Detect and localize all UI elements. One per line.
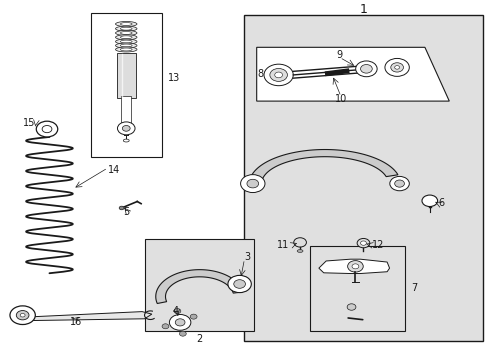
Text: 11: 11 [277, 239, 289, 249]
Circle shape [394, 180, 404, 187]
Circle shape [384, 58, 408, 76]
Ellipse shape [123, 139, 129, 142]
Ellipse shape [115, 31, 137, 36]
Polygon shape [27, 312, 152, 320]
Text: 14: 14 [108, 165, 120, 175]
Ellipse shape [115, 39, 137, 44]
Bar [244, 15, 483, 341]
Circle shape [246, 179, 258, 188]
Circle shape [169, 315, 190, 330]
Polygon shape [156, 270, 243, 303]
Circle shape [119, 206, 124, 210]
Ellipse shape [115, 22, 137, 27]
Ellipse shape [115, 47, 137, 52]
Circle shape [179, 331, 186, 336]
Circle shape [274, 72, 282, 78]
Circle shape [227, 275, 251, 293]
Text: 2: 2 [196, 333, 202, 343]
Text: 15: 15 [23, 118, 35, 128]
Circle shape [175, 319, 184, 326]
Circle shape [390, 63, 403, 72]
Ellipse shape [120, 36, 132, 39]
Text: 7: 7 [410, 283, 417, 293]
Circle shape [356, 238, 369, 248]
Circle shape [269, 68, 287, 81]
Circle shape [190, 314, 197, 319]
Ellipse shape [120, 40, 132, 43]
Text: 13: 13 [167, 73, 179, 83]
Circle shape [42, 126, 52, 133]
Text: 10: 10 [334, 94, 346, 104]
Circle shape [174, 309, 181, 314]
Text: 5: 5 [123, 207, 129, 217]
Circle shape [389, 176, 408, 191]
Circle shape [347, 261, 363, 272]
Ellipse shape [120, 23, 132, 26]
Ellipse shape [115, 35, 137, 40]
Text: 1: 1 [359, 3, 367, 16]
Bar [310, 246, 405, 330]
Text: 8: 8 [257, 69, 263, 79]
Circle shape [264, 64, 293, 86]
Ellipse shape [115, 26, 137, 31]
Circle shape [240, 175, 264, 193]
Ellipse shape [120, 32, 132, 35]
Text: 16: 16 [70, 317, 82, 327]
Circle shape [421, 195, 437, 207]
Circle shape [20, 314, 25, 317]
Ellipse shape [120, 48, 132, 51]
Ellipse shape [120, 27, 132, 30]
Polygon shape [318, 259, 389, 274]
Circle shape [122, 126, 130, 131]
Circle shape [293, 238, 306, 247]
Polygon shape [249, 149, 397, 181]
Circle shape [351, 264, 358, 269]
Text: 4: 4 [172, 306, 178, 315]
Circle shape [360, 241, 366, 245]
Text: 6: 6 [438, 198, 444, 208]
Text: 3: 3 [244, 252, 250, 262]
Ellipse shape [115, 43, 137, 48]
Bar [91, 13, 161, 157]
Ellipse shape [297, 249, 303, 252]
Circle shape [346, 304, 355, 310]
Circle shape [16, 311, 29, 320]
Circle shape [10, 306, 35, 324]
Bar [121, 96, 131, 125]
Circle shape [162, 324, 168, 329]
Bar [116, 53, 136, 98]
Circle shape [360, 64, 371, 73]
Circle shape [233, 280, 245, 288]
Bar [144, 239, 254, 330]
Circle shape [36, 121, 58, 137]
Circle shape [394, 66, 399, 69]
Circle shape [117, 122, 135, 135]
Text: 12: 12 [371, 239, 384, 249]
Polygon shape [256, 47, 448, 101]
Text: 9: 9 [336, 50, 342, 60]
Circle shape [355, 61, 376, 77]
Ellipse shape [120, 44, 132, 47]
